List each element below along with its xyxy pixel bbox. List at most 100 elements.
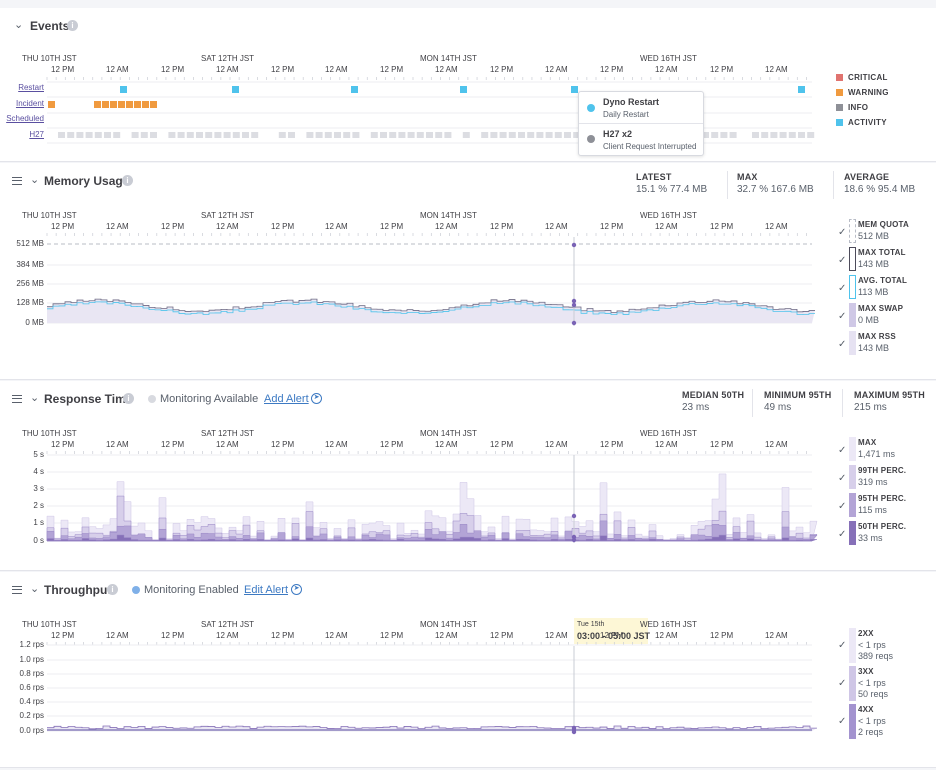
h27-event — [67, 132, 75, 138]
2xx-line — [47, 725, 817, 730]
hover-point — [571, 513, 577, 519]
legend-value: 115 ms — [858, 505, 887, 515]
drag-handle-icon[interactable] — [12, 586, 22, 594]
h27-event — [711, 132, 719, 138]
info-icon[interactable]: i — [122, 175, 133, 186]
incident-event — [150, 101, 157, 108]
check-icon: ✓ — [838, 445, 847, 456]
chevron-down-icon[interactable]: ⌄ — [30, 174, 40, 186]
legend-label: 4XX — [858, 705, 874, 714]
y-tick-label: 256 MB — [16, 279, 44, 288]
h27-event — [407, 132, 415, 138]
event-row-h27[interactable]: H27 — [29, 130, 44, 139]
hour-label: 12 AM — [545, 631, 568, 640]
legend-value: 50 reqs — [858, 689, 889, 699]
drag-handle-icon[interactable] — [12, 395, 22, 403]
h27-event — [536, 132, 544, 138]
add-alert-link[interactable]: Add Alert — [264, 393, 309, 405]
stat-label: AVERAGE — [844, 172, 890, 182]
legend-item-1[interactable]: ✓ 3XX < 1 rps 50 reqs — [838, 666, 928, 702]
y-tick-label: 1.2 rps — [19, 640, 44, 649]
stat-value: 23 ms — [682, 402, 710, 413]
response-title: Response Time — [44, 392, 133, 406]
event-row-incident[interactable]: Incident — [15, 99, 44, 108]
legend-item-4[interactable]: ✓ MAX RSS 143 MB — [838, 331, 928, 357]
legend-item-0[interactable]: ✓ 2XX < 1 rps 389 reqs — [838, 628, 928, 664]
throughput-header: ⌄ Throughput i Monitoring Enabled Edit A… — [0, 572, 936, 608]
legend-item-1[interactable]: ✓ MAX TOTAL 143 MB — [838, 247, 928, 273]
y-tick-label: 512 MB — [16, 239, 44, 248]
info-icon[interactable]: i — [67, 20, 78, 31]
legend-item-0[interactable]: ✓ MAX 1,471 ms — [838, 437, 928, 463]
hour-label: 12 AM — [325, 631, 348, 640]
legend-swatch — [849, 275, 856, 299]
hour-label: 12 AM — [545, 222, 568, 231]
hour-label: 12 PM — [600, 631, 624, 640]
incident-event — [134, 101, 141, 108]
hour-label: 12 AM — [545, 440, 568, 449]
legend-value: 2 reqs — [858, 727, 884, 737]
legend-item-2[interactable]: ✓ 95TH PERC. 115 ms — [838, 493, 928, 519]
stat-label: LATEST — [636, 172, 672, 182]
info-icon[interactable]: i — [123, 393, 134, 404]
legend-label: 95TH PERC. — [858, 494, 907, 503]
hour-label: 12 AM — [765, 440, 788, 449]
hour-label: 12 AM — [765, 222, 788, 231]
legend-item-1[interactable]: ✓ 99TH PERC. 319 ms — [838, 465, 928, 491]
legend-label: 3XX — [858, 667, 874, 676]
h27-event — [398, 132, 406, 138]
h27-event — [481, 132, 489, 138]
hour-label: 12 PM — [490, 440, 514, 449]
event-row-scheduled[interactable]: Scheduled — [6, 114, 44, 123]
chevron-down-icon[interactable]: ⌄ — [30, 392, 40, 404]
event-row-restart[interactable]: Restart — [18, 83, 44, 92]
h27-event — [343, 132, 351, 138]
stat-label: MINIMUM 95TH — [764, 390, 832, 400]
day-label: THU 10TH JST — [22, 211, 77, 220]
check-icon: ✓ — [838, 339, 847, 350]
y-tick-label: 4 s — [33, 467, 44, 476]
h27-event — [324, 132, 332, 138]
legend-item-0[interactable]: ✓ MEM QUOTA 512 MB — [838, 219, 928, 245]
info-icon[interactable]: i — [107, 584, 118, 595]
events-title: Events — [30, 19, 70, 33]
chevron-down-icon[interactable]: ⌄ — [14, 19, 24, 31]
stat-value: 18.6 % 95.4 MB — [844, 184, 916, 195]
edit-alert-link[interactable]: Edit Alert — [244, 584, 289, 596]
hour-label: 12 AM — [655, 65, 678, 74]
legend-label: MAX — [858, 438, 877, 447]
stat-maximum-95th: MAXIMUM 95TH 215 ms — [854, 390, 925, 413]
legend-item-3[interactable]: ✓ MAX SWAP 0 MB — [838, 303, 928, 329]
legend-label: MAX TOTAL — [858, 248, 906, 257]
hour-label: 12 AM — [106, 631, 129, 640]
day-label: SAT 12TH JST — [201, 211, 255, 220]
hour-label: 12 PM — [271, 440, 295, 449]
hour-label: 12 AM — [655, 631, 678, 640]
hover-point — [571, 320, 577, 326]
avg-total-line — [47, 301, 815, 315]
hour-label: 12 PM — [271, 65, 295, 74]
drag-handle-icon[interactable] — [12, 177, 22, 185]
throughput-chart[interactable] — [0, 572, 936, 768]
legend-item-3[interactable]: ✓ 50TH PERC. 33 ms — [838, 521, 928, 547]
legend-value: 143 MB — [858, 259, 890, 269]
y-tick-label: 5 s — [33, 450, 44, 459]
events-timeline[interactable] — [0, 8, 936, 162]
arrow-right-circle-icon[interactable]: ➤ — [291, 584, 302, 595]
arrow-right-circle-icon[interactable]: ➤ — [311, 393, 322, 404]
h27-event — [315, 132, 323, 138]
day-label: WED 16TH JST — [640, 54, 697, 63]
check-icon: ✓ — [838, 716, 847, 727]
legend-swatch — [849, 493, 856, 517]
legend-item-2[interactable]: ✓ AVG. TOTAL 113 MB — [838, 275, 928, 301]
h27-event — [761, 132, 769, 138]
memory-chart[interactable] — [0, 163, 936, 380]
max-total-line — [47, 298, 815, 313]
divider — [833, 171, 834, 199]
h27-event — [416, 132, 424, 138]
stat-median-50th: MEDIAN 50TH 23 ms — [682, 390, 744, 413]
chevron-down-icon[interactable]: ⌄ — [30, 583, 40, 595]
legend-item-2[interactable]: ✓ 4XX < 1 rps 2 reqs — [838, 704, 928, 740]
response-chart[interactable] — [0, 381, 936, 571]
h27-event — [573, 132, 581, 138]
